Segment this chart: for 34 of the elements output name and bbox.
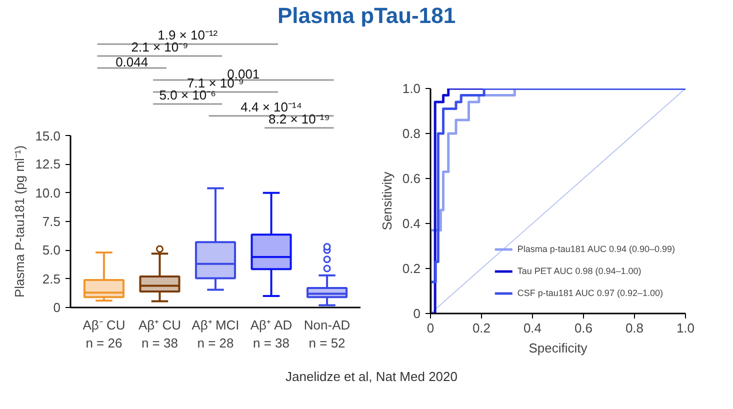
text: 0.044 — [116, 54, 148, 70]
x-tick-label: 0.6 — [574, 320, 593, 336]
chart-title: Plasma pTau-181 — [277, 2, 456, 30]
x-tick-label: 0.2 — [472, 320, 491, 336]
y-axis-title: Sensitivity — [379, 171, 394, 230]
x-tick-label: 0 — [426, 320, 434, 336]
x-tick-label: 0.8 — [625, 320, 644, 336]
x-tick-label: Aβ⁺ CU n = 38 — [138, 318, 182, 350]
y-tick-label: 0.8 — [402, 126, 421, 141]
y-tick-label: 0.6 — [402, 171, 421, 186]
x-tick-label: Aβ⁺ AD n = 38 — [250, 318, 292, 350]
y-tick-label: 7.5 — [42, 214, 61, 229]
y-axis-title: Plasma P-tau181 (pg ml⁻¹) — [12, 145, 28, 298]
x-tick-label: 1.0 — [676, 320, 695, 336]
legend-label: Tau PET AUC 0.98 (0.94–1.00) — [517, 265, 642, 277]
x-tick-label: Aβ⁻ CU n = 26 — [82, 318, 126, 350]
y-tick-label: 12.5 — [35, 156, 61, 172]
y-tick-label: 10.0 — [35, 185, 61, 200]
legend-label: CSF p-tau181 AUC 0.97 (0.92–1.00) — [517, 287, 663, 299]
legend-label: Plasma p-tau181 AUC 0.94 (0.90–0.99) — [517, 243, 675, 255]
text: 5.0 × 10⁻⁶ — [159, 88, 216, 103]
y-tick-label: 0.4 — [402, 216, 421, 231]
y-tick-label: 2.5 — [42, 271, 61, 286]
y-tick-label: 0 — [413, 306, 421, 321]
y-tick-label: 1.0 — [402, 81, 421, 96]
x-tick-label: 0.4 — [523, 320, 542, 336]
y-tick-label: 15.0 — [35, 128, 61, 144]
y-tick-label: 0.2 — [402, 261, 421, 276]
y-tick-label: 0 — [53, 300, 61, 315]
y-tick-label: 5.0 — [42, 242, 61, 258]
x-tick-label: Non-AD n = 52 — [304, 318, 350, 350]
x-tick-label: Aβ⁺ MCI n = 28 — [192, 318, 240, 350]
x-axis-title: Specificity — [528, 340, 588, 356]
text: Janelidze et al, Nat Med 2020 — [286, 368, 458, 386]
